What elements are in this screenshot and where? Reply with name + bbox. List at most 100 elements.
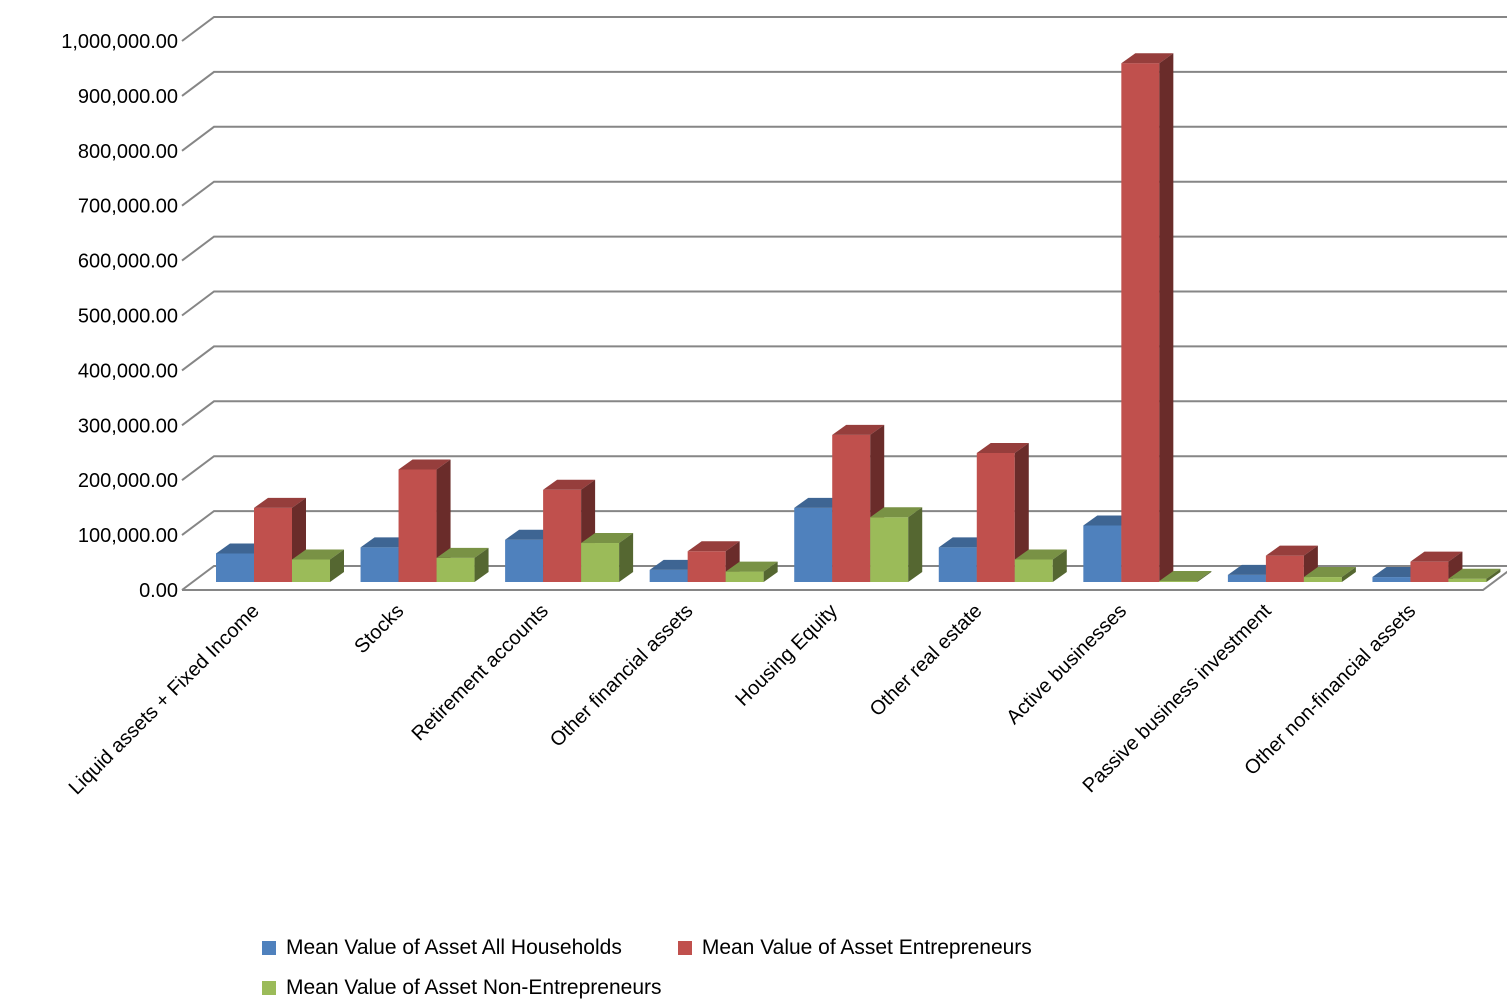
gridline (181, 16, 1507, 42)
x-category-label: Other financial assets (546, 600, 698, 752)
bar-top (292, 549, 344, 560)
bar-top (1121, 53, 1174, 64)
legend-row-2: Mean Value of Asset Non-Entrepreneurs (262, 968, 1262, 1008)
x-category-label: Stocks (350, 600, 408, 658)
bar-side (330, 549, 344, 582)
bar-top (436, 547, 489, 558)
legend-swatch-entrepreneurs (677, 941, 692, 955)
bar-front (1083, 525, 1122, 582)
bar (870, 507, 923, 582)
bar-top (976, 442, 1029, 453)
legend-label-entrepreneurs: Mean Value of Asset Entrepreneurs (701, 936, 1032, 959)
bar-top (254, 497, 306, 508)
legend: Mean Value of Asset All Households Mean … (262, 928, 1262, 1008)
bar (1265, 545, 1318, 582)
gridline (181, 180, 1507, 207)
bar-top (1159, 571, 1212, 581)
bar-side (1197, 571, 1212, 582)
gridline (181, 290, 1507, 317)
bar-front (292, 559, 330, 582)
bar-front (976, 452, 1015, 582)
y-tick-label: 0.00 (139, 580, 178, 602)
bar-front (725, 571, 764, 582)
bar-front (1121, 63, 1160, 582)
bar-front (360, 547, 399, 582)
bar-front (870, 517, 909, 582)
gridline (181, 70, 1507, 97)
bar-front (1265, 555, 1304, 582)
bar (1303, 567, 1356, 582)
y-tick-label: 700,000.00 (78, 196, 178, 218)
gridlines (181, 16, 1507, 591)
legend-row-1: Mean Value of Asset All Households Mean … (262, 928, 1262, 968)
legend-item-non-entrepreneurs: Mean Value of Asset Non-Entrepreneurs (262, 976, 662, 1000)
x-category-label: Liquid assets + Fixed Income (65, 600, 264, 799)
gridline (181, 455, 1507, 482)
x-category-label: Other real estate (866, 600, 987, 721)
bar-side (1052, 549, 1067, 582)
x-category-label: Retirement accounts (408, 600, 553, 745)
bar (1159, 571, 1212, 582)
bar-front (398, 469, 437, 582)
bar-side (1159, 53, 1174, 582)
legend-label-all-households: Mean Value of Asset All Households (286, 936, 622, 959)
bar-top (1303, 567, 1356, 578)
gridline (181, 400, 1507, 427)
bar-top (1265, 545, 1318, 556)
x-axis-category-labels: Liquid assets + Fixed Income Stocks Retire… (65, 600, 1421, 799)
y-tick-label: 500,000.00 (78, 306, 178, 328)
bar-front (1159, 581, 1198, 582)
legend-label-non-entrepreneurs: Mean Value of Asset Non-Entrepreneurs (286, 976, 662, 999)
gridline (181, 565, 1507, 591)
y-tick-label: 100,000.00 (78, 525, 178, 547)
bar-side (619, 533, 634, 582)
gridline (181, 510, 1507, 536)
bar-front (505, 539, 544, 582)
legend-swatch-non-entrepreneurs (262, 981, 276, 995)
bar-top (870, 507, 923, 518)
bar (1448, 568, 1501, 582)
bar-front (1372, 577, 1411, 582)
bar-top (398, 459, 451, 470)
x-category-label: Other non-financial assets (1240, 600, 1420, 780)
bar-front (649, 569, 688, 582)
bar-side (908, 507, 923, 582)
bar-top (832, 424, 885, 435)
bar-front (1448, 578, 1487, 582)
bar-top (725, 561, 778, 572)
legend-swatch-all-households (262, 941, 276, 955)
bar-top (1448, 568, 1501, 579)
bar (1410, 551, 1463, 582)
gridline (181, 235, 1507, 262)
bar-front (1227, 574, 1266, 582)
bar (398, 459, 451, 582)
bar-top (543, 479, 596, 490)
legend-item-all-households: Mean Value of Asset All Households (262, 936, 622, 960)
bar-front (1410, 561, 1449, 582)
bar (292, 549, 344, 582)
bar-side (1486, 568, 1501, 582)
y-tick-label: 600,000.00 (78, 251, 178, 273)
y-tick-label: 800,000.00 (78, 141, 178, 163)
bar-front (794, 507, 833, 582)
bar-top (687, 541, 740, 552)
bar-front (581, 543, 620, 582)
bar (1121, 53, 1174, 582)
y-tick-label: 200,000.00 (78, 470, 178, 492)
bar-side (1014, 442, 1029, 582)
bar-front (938, 547, 977, 582)
legend-item-entrepreneurs: Mean Value of Asset Entrepreneurs (677, 936, 1032, 960)
y-tick-label: 300,000.00 (78, 415, 178, 437)
bar-top (1410, 551, 1463, 562)
bar (832, 424, 885, 582)
bar-front (436, 557, 475, 582)
bar-side (474, 547, 489, 582)
bar-front (543, 489, 582, 582)
y-axis-tick-labels: 0.00 100,000.00 200,000.00 300,000.00 400,00… (61, 31, 178, 602)
x-category-label: Housing Equity (731, 600, 842, 711)
bars (216, 53, 1501, 582)
bar-front (1303, 577, 1342, 582)
floor-edge (182, 570, 1507, 591)
gridline (181, 345, 1507, 372)
bar (581, 533, 634, 582)
